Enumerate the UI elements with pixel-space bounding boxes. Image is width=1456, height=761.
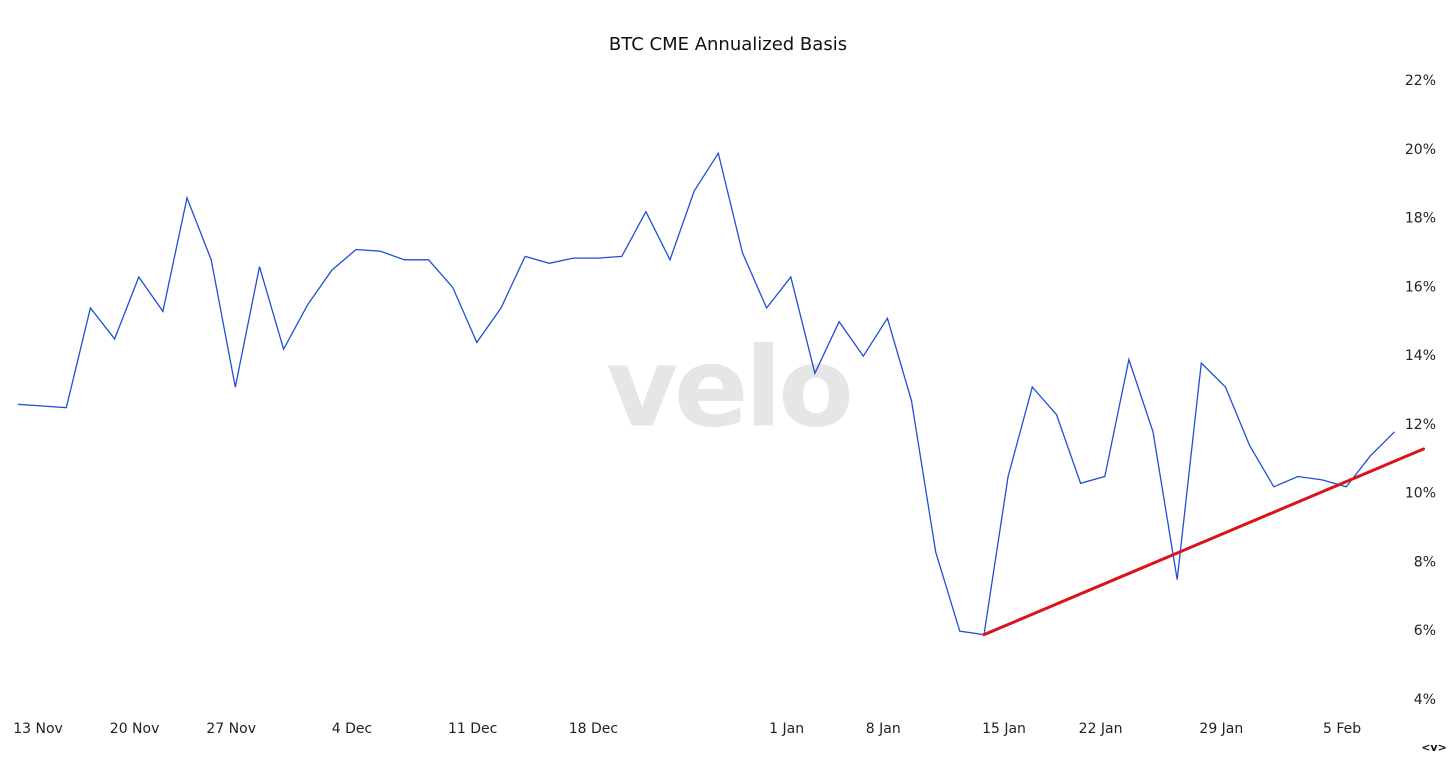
x-tick-label: 5 Feb bbox=[1323, 721, 1361, 737]
y-tick-label: 22% bbox=[1405, 73, 1436, 89]
nav-control[interactable]: <v> bbox=[1421, 741, 1447, 754]
chart-title: BTC CME Annualized Basis bbox=[609, 34, 847, 55]
y-tick-label: 10% bbox=[1405, 486, 1436, 502]
x-tick-label: 15 Jan bbox=[982, 721, 1026, 737]
x-tick-label: 4 Dec bbox=[332, 721, 372, 737]
y-tick-label: 6% bbox=[1414, 623, 1436, 639]
data-line bbox=[17, 151, 1395, 636]
x-tick-label: 13 Nov bbox=[13, 721, 63, 737]
y-tick-label: 20% bbox=[1405, 142, 1436, 158]
x-tick-label: 27 Nov bbox=[206, 721, 256, 737]
y-tick-label: 14% bbox=[1405, 348, 1436, 364]
y-tick-label: 4% bbox=[1414, 692, 1436, 708]
y-tick-label: 18% bbox=[1405, 211, 1436, 227]
x-tick-label: 8 Jan bbox=[866, 721, 901, 737]
x-tick-label: 18 Dec bbox=[569, 721, 618, 737]
trend-line bbox=[982, 447, 1426, 637]
y-tick-label: 16% bbox=[1405, 279, 1436, 295]
y-tick-label: 8% bbox=[1414, 554, 1436, 570]
x-tick-label: 29 Jan bbox=[1199, 721, 1243, 737]
x-tick-label: 22 Jan bbox=[1079, 721, 1123, 737]
x-tick-label: 1 Jan bbox=[769, 721, 804, 737]
x-tick-label: 20 Nov bbox=[110, 721, 160, 737]
watermark: velo bbox=[606, 323, 850, 451]
x-tick-label: 11 Dec bbox=[448, 721, 497, 737]
y-tick-label: 12% bbox=[1405, 417, 1436, 433]
